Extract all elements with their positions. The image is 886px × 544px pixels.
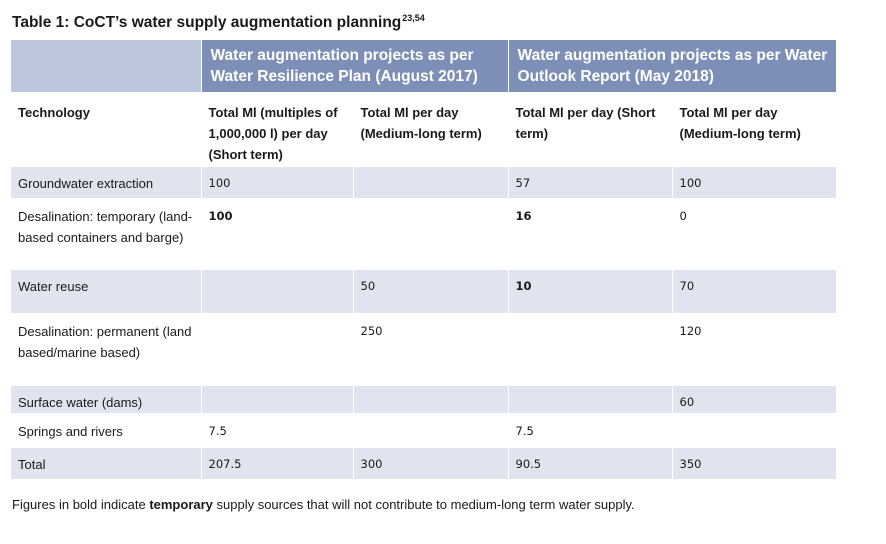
row-value-cell: 90.5 — [507, 447, 673, 481]
row-value-cell: 60 — [671, 385, 837, 415]
row-technology-cell: Total — [11, 447, 202, 481]
title-references: 23,54 — [402, 13, 425, 23]
table-row: Desalination: permanent (land based/mari… — [11, 314, 837, 386]
column-header-wor-medium-long-term: Total Ml per day (Medium-long term) — [671, 93, 837, 167]
row-value-cell — [352, 166, 509, 200]
row-value-cell: 50 — [352, 269, 509, 315]
augmentation-table: Water augmentation projects as per Water… — [11, 40, 837, 481]
table-title-text: Table 1: CoCT’s water supply augmentatio… — [12, 14, 402, 31]
row-technology-cell: Groundwater extraction — [11, 166, 202, 200]
row-value-cell — [200, 314, 354, 386]
group-header-row: Water augmentation projects as per Water… — [11, 40, 837, 94]
table-row: Total 207.5 300 90.5 350 — [11, 447, 837, 481]
column-header-technology: Technology — [11, 93, 202, 167]
row-value-cell: 10 — [507, 269, 673, 315]
row-value-cell: 300 — [352, 447, 509, 481]
row-value-cell — [200, 385, 354, 415]
footnote-text-start: Figures in bold indicate — [12, 497, 150, 512]
row-technology-cell: Springs and rivers — [11, 414, 202, 448]
row-value-cell: 0 — [671, 199, 837, 270]
column-header-wor-short-term: Total Ml per day (Short term) — [507, 93, 673, 167]
table-row: Desalination: temporary (land-based cont… — [11, 199, 837, 270]
table-row: Groundwater extraction 100 57 100 — [11, 166, 837, 200]
row-value-cell — [507, 314, 673, 386]
table-row: Springs and rivers 7.5 7.5 — [11, 414, 837, 448]
row-value-cell — [352, 385, 509, 415]
table-row: Water reuse 50 10 70 — [11, 269, 837, 315]
table-title: Table 1: CoCT’s water supply augmentatio… — [12, 13, 425, 32]
group-header-blank — [11, 40, 202, 94]
row-value-cell: 7.5 — [507, 414, 673, 448]
row-technology-cell: Desalination: temporary (land-based cont… — [11, 199, 202, 270]
row-technology-cell: Desalination: permanent (land based/mari… — [11, 314, 202, 386]
row-value-cell: 16 — [507, 199, 673, 270]
row-technology-cell: Surface water (dams) — [11, 385, 202, 415]
footnote-bold-word: temporary — [149, 497, 213, 512]
row-value-cell: 57 — [507, 166, 673, 200]
row-value-cell — [507, 385, 673, 415]
row-value-cell: 100 — [200, 166, 354, 200]
column-header-wrp-short-term: Total Ml (multiples of 1,000,000 l) per … — [200, 93, 354, 167]
row-technology-cell: Water reuse — [11, 269, 202, 315]
row-value-cell — [352, 199, 509, 270]
footnote-text-end: supply sources that will not contribute … — [212, 497, 635, 512]
row-value-cell: 120 — [671, 314, 837, 386]
column-header-wrp-medium-long-term: Total Ml per day (Medium-long term) — [352, 93, 509, 167]
row-value-cell: 207.5 — [200, 447, 354, 481]
row-value-cell — [200, 269, 354, 315]
group-header-resilience-plan: Water augmentation projects as per Water… — [200, 40, 509, 94]
table-body: Groundwater extraction 100 57 100 Desalinati… — [11, 166, 837, 481]
row-value-cell: 7.5 — [200, 414, 354, 448]
row-value-cell: 100 — [671, 166, 837, 200]
row-value-cell: 70 — [671, 269, 837, 315]
group-header-outlook-report: Water augmentation projects as per Water… — [507, 40, 837, 94]
row-value-cell — [352, 414, 509, 448]
table-row: Surface water (dams) 60 — [11, 385, 837, 415]
row-value-cell: 350 — [671, 447, 837, 481]
row-value-cell — [671, 414, 837, 448]
row-value-cell: 100 — [200, 199, 354, 270]
column-header-row: Technology Total Ml (multiples of 1,000,… — [11, 93, 837, 167]
table-footnote: Figures in bold indicate temporary suppl… — [12, 497, 635, 512]
row-value-cell: 250 — [352, 314, 509, 386]
